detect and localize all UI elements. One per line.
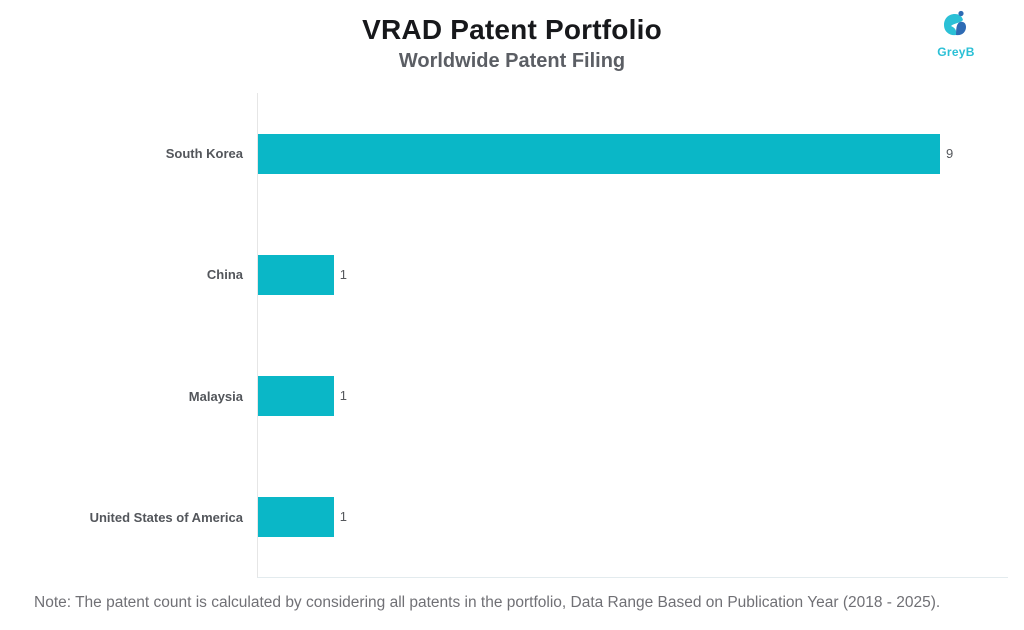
category-label: China [206, 267, 243, 283]
bar-value-label: 9 [946, 146, 954, 161]
bar-value-label: 1 [339, 267, 347, 282]
bar-row: 9 [258, 93, 1008, 214]
bar-value-label: 1 [339, 388, 347, 403]
category-label: United States of America [89, 509, 243, 525]
bar-china[interactable] [258, 254, 334, 295]
category-axis: South Korea China Malaysia United States… [0, 93, 250, 578]
category-label: Malaysia [188, 388, 243, 404]
page-subtitle: Worldwide Patent Filing [398, 50, 626, 72]
chart-header: VRAD Patent Portfolio Worldwide Patent F… [0, 14, 1024, 73]
greyb-logo: GreyB [924, 10, 988, 59]
plot-area: 9 1 1 1 [257, 93, 1008, 578]
bar-row: 1 [258, 214, 1008, 335]
note-text: Note: The patent count is calculated by … [34, 594, 941, 611]
bar-malaysia[interactable] [258, 375, 334, 416]
greyb-logo-text: GreyB [937, 45, 975, 59]
bar-united-states[interactable] [258, 496, 334, 537]
category-label: South Korea [165, 146, 243, 162]
bar-row: 1 [258, 456, 1008, 577]
bar-row: 1 [258, 335, 1008, 456]
greyb-logo-icon [944, 10, 966, 36]
bar-south-korea[interactable] [258, 133, 940, 174]
page-title: VRAD Patent Portfolio [362, 14, 662, 45]
bar-value-label: 1 [339, 509, 347, 524]
